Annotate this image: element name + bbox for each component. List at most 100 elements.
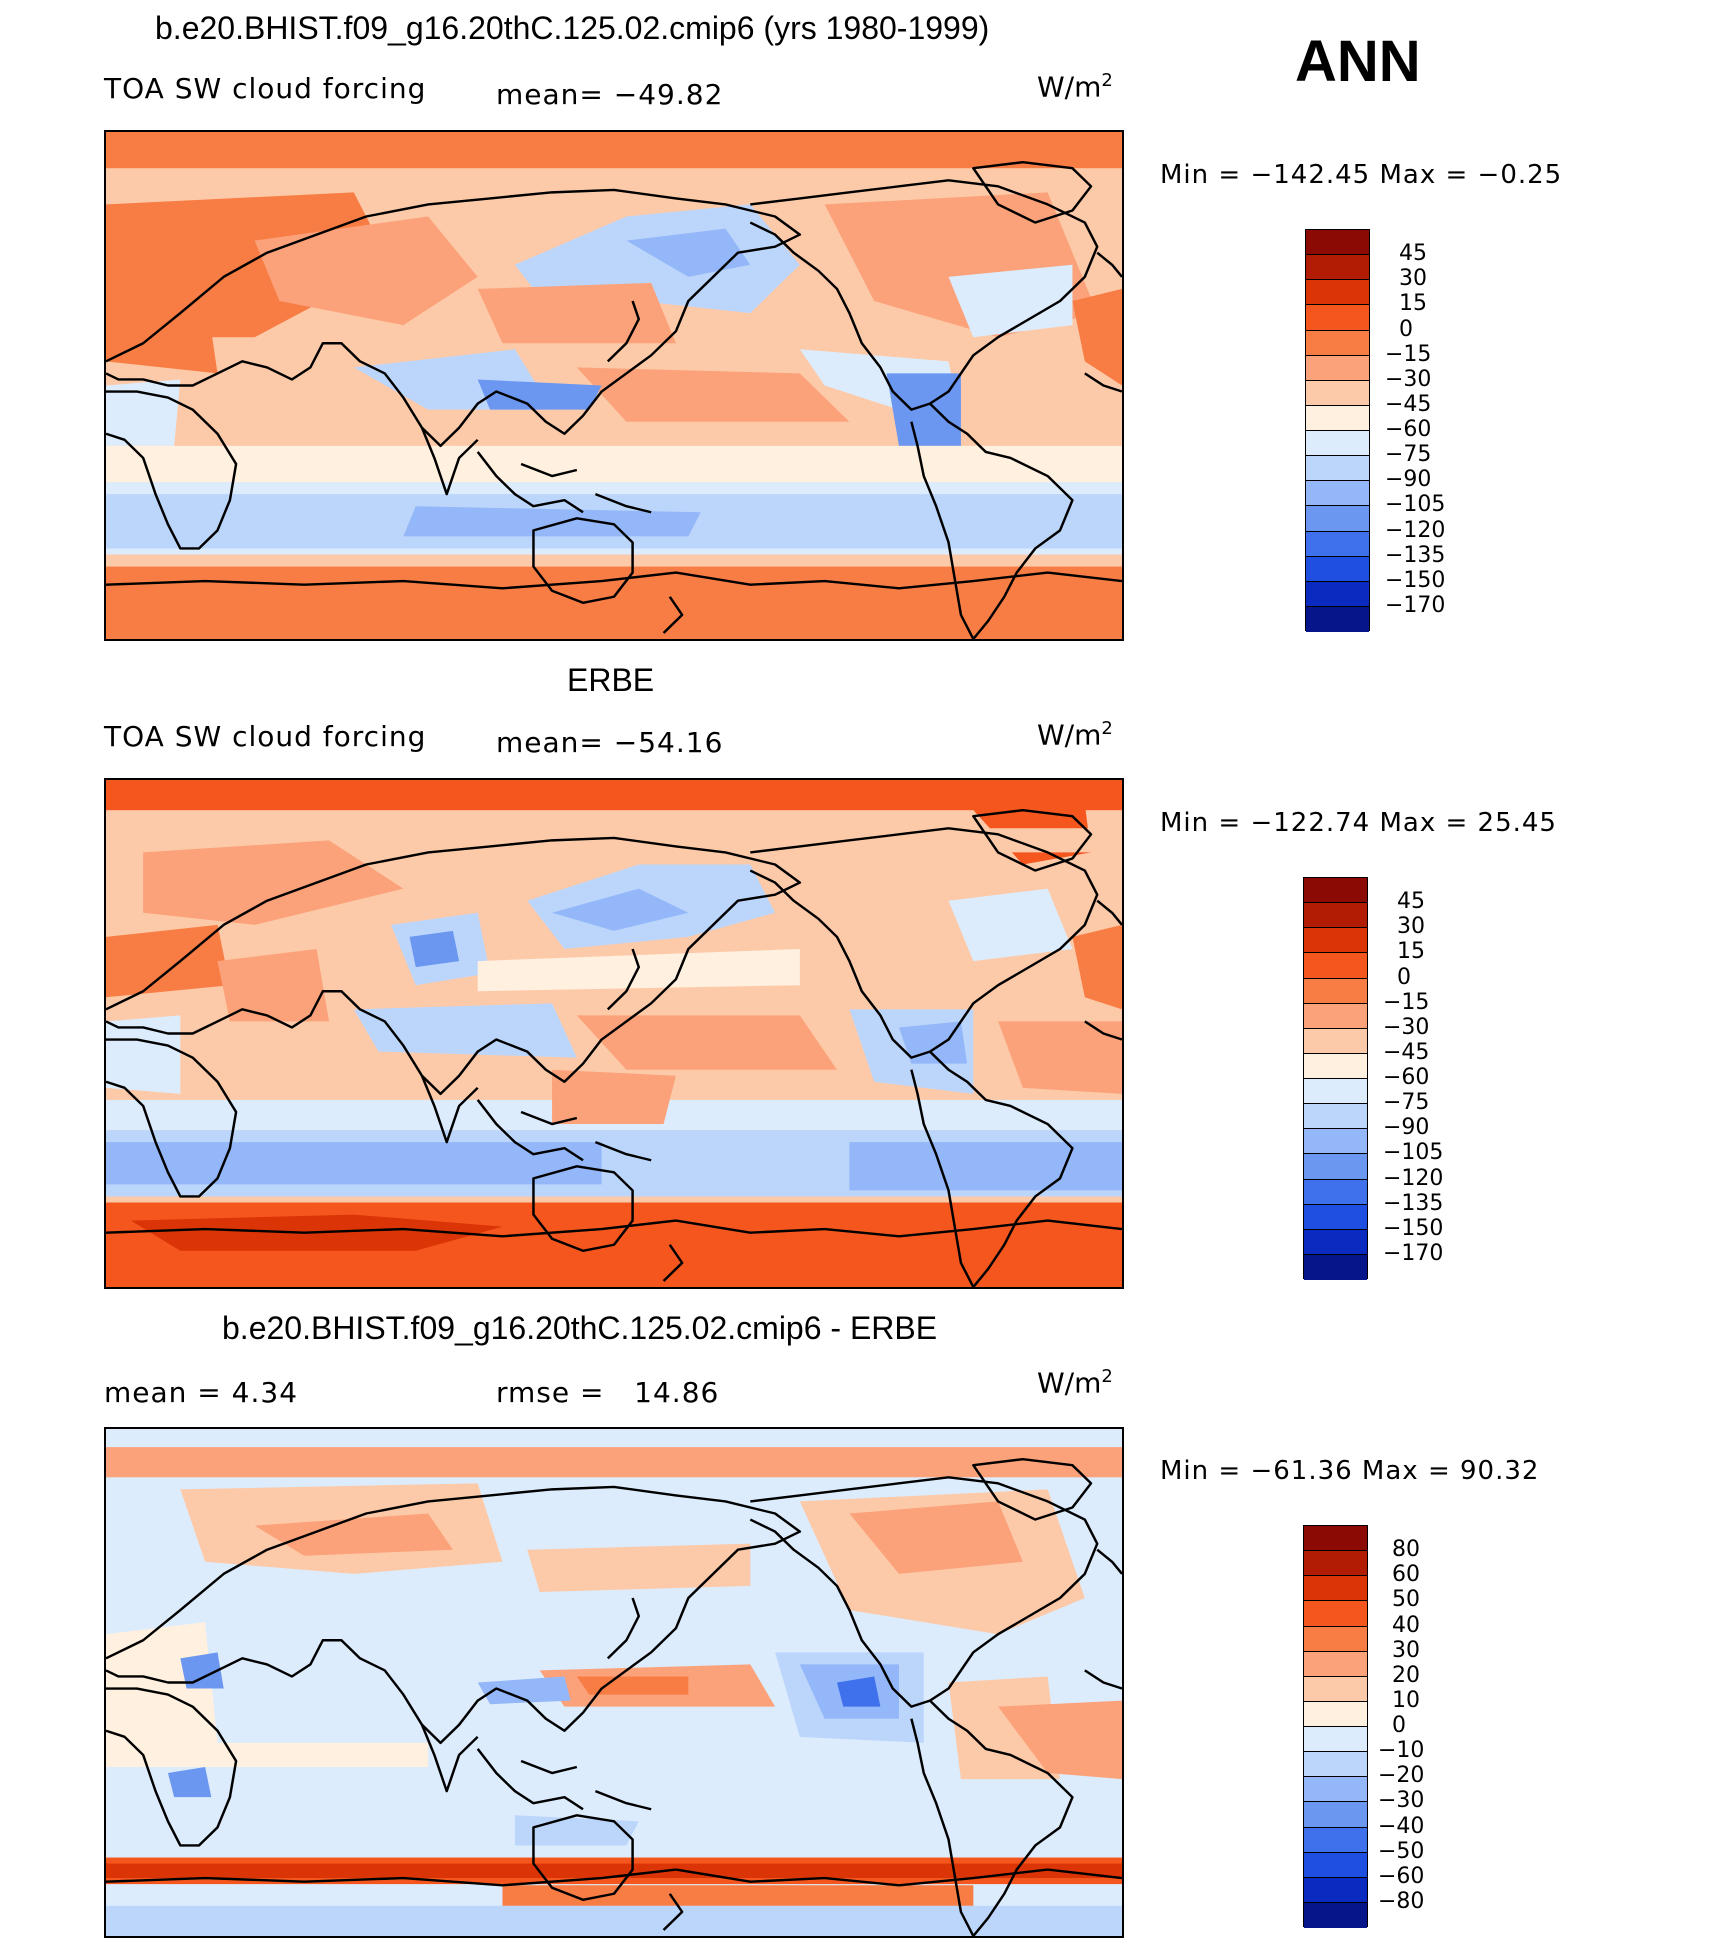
colorbar-swatch (1304, 953, 1367, 979)
colorbar-tick-label: −135 (1385, 542, 1446, 568)
colorbar-swatch (1306, 481, 1369, 507)
panel-2-left-label: TOA SW cloud forcing (104, 720, 427, 753)
colorbar-swatch (1304, 1601, 1367, 1627)
colorbar-swatch (1304, 1204, 1367, 1230)
colorbar-tick-label: −120 (1383, 1165, 1444, 1191)
colorbar-swatch (1304, 1626, 1367, 1652)
panel-3-map-field (106, 1429, 1122, 1936)
colorbar-tick-label: −45 (1385, 391, 1432, 417)
colorbar-swatch (1304, 1902, 1367, 1928)
colorbar-tick-label: −30 (1383, 1014, 1430, 1040)
colorbar-tick-label: −50 (1378, 1838, 1425, 1864)
colorbar-tick-label: 10 (1392, 1687, 1420, 1713)
colorbar-swatch (1304, 1079, 1367, 1105)
colorbar-tick-label: −20 (1378, 1763, 1425, 1789)
colorbar-swatch (1304, 1827, 1367, 1853)
colorbar-swatch (1306, 431, 1369, 457)
panel-3-minmax: Min = −61.36 Max = 90.32 (1160, 1456, 1540, 1486)
panel-2-colorbar (1303, 877, 1368, 1280)
colorbar-swatch (1306, 531, 1369, 557)
colorbar-swatch (1304, 1053, 1367, 1079)
panel-2-map-field (106, 780, 1122, 1287)
colorbar-tick-label: −40 (1378, 1813, 1425, 1839)
colorbar-swatch (1304, 928, 1367, 954)
colorbar-swatch (1304, 1576, 1367, 1602)
colorbar-tick-label: −15 (1383, 989, 1430, 1015)
colorbar-swatch (1304, 1676, 1367, 1702)
panel-1-units: W/m2 (1037, 70, 1113, 104)
colorbar-swatch (1306, 506, 1369, 532)
colorbar-swatch (1304, 1179, 1367, 1205)
colorbar-tick-label: 20 (1392, 1662, 1420, 1688)
colorbar-tick-label: 30 (1399, 266, 1427, 292)
panel-1-colorbar-labels: 45 30 15 0 −15 −30 −45 −60 −75 −90 −105 −120 −135 −15… (1385, 229, 1485, 631)
panel-1-mean-label: mean= −49.82 (496, 78, 724, 111)
colorbar-swatch (1304, 978, 1367, 1004)
panel-3-colorbar (1303, 1525, 1368, 1928)
colorbar-tick-label: −105 (1383, 1140, 1444, 1166)
colorbar-swatch (1304, 1129, 1367, 1155)
colorbar-swatch (1306, 380, 1369, 406)
panel-2-colorbar-labels: 45 30 15 0 −15 −30 −45 −60 −75 −90 −105 −120 −135 −15… (1383, 877, 1483, 1279)
colorbar-swatch (1304, 1104, 1367, 1130)
panel-2-mean-label: mean= −54.16 (496, 726, 724, 759)
colorbar-swatch (1304, 1254, 1367, 1280)
colorbar-swatch (1306, 255, 1369, 281)
colorbar-tick-label: 15 (1397, 939, 1425, 965)
colorbar-tick-label: −150 (1383, 1215, 1444, 1241)
colorbar-swatch (1304, 1727, 1367, 1753)
colorbar-tick-label: 50 (1392, 1587, 1420, 1613)
colorbar-swatch (1304, 1003, 1367, 1029)
colorbar-tick-label: −105 (1385, 492, 1446, 518)
panel-1-minmax: Min = −142.45 Max = −0.25 (1160, 160, 1563, 190)
panel-1-left-label: TOA SW cloud forcing (104, 72, 427, 105)
colorbar-tick-label: −30 (1385, 366, 1432, 392)
colorbar-tick-label: −75 (1385, 442, 1432, 468)
colorbar-tick-label: −75 (1383, 1090, 1430, 1116)
colorbar-tick-label: −60 (1385, 417, 1432, 442)
panel-3-title: b.e20.BHIST.f09_g16.20thC.125.02.cmip6 -… (222, 1310, 938, 1346)
colorbar-swatch (1304, 1229, 1367, 1255)
colorbar-tick-label: 15 (1399, 291, 1427, 317)
panel-3-units: W/m2 (1037, 1366, 1113, 1400)
colorbar-tick-label: 60 (1392, 1562, 1420, 1588)
colorbar-swatch (1306, 330, 1369, 356)
colorbar-swatch (1304, 1154, 1367, 1180)
colorbar-swatch (1306, 556, 1369, 582)
panel-3-mean-label: mean = 4.34 (104, 1376, 299, 1409)
colorbar-swatch (1304, 1752, 1367, 1778)
colorbar-swatch (1304, 1802, 1367, 1828)
panel-2-minmax: Min = −122.74 Max = 25.45 (1160, 808, 1557, 838)
colorbar-tick-label: −10 (1378, 1738, 1425, 1764)
colorbar-tick-label: −90 (1385, 467, 1432, 493)
colorbar-swatch (1304, 1526, 1367, 1552)
panel-2-title: ERBE (567, 662, 655, 698)
colorbar-swatch (1306, 606, 1369, 632)
colorbar-swatch (1304, 1028, 1367, 1054)
colorbar-swatch (1306, 230, 1369, 256)
colorbar-tick-label: −60 (1383, 1065, 1430, 1090)
colorbar-swatch (1304, 1877, 1367, 1903)
panel-3-map (104, 1427, 1124, 1938)
colorbar-swatch (1304, 1651, 1367, 1677)
colorbar-tick-label: −30 (1378, 1788, 1425, 1814)
colorbar-tick-label: −45 (1383, 1039, 1430, 1065)
colorbar-tick-label: 30 (1392, 1637, 1420, 1663)
colorbar-tick-label: −120 (1385, 517, 1446, 543)
panel-2-units: W/m2 (1037, 718, 1113, 752)
colorbar-tick-label: 0 (1399, 316, 1413, 342)
colorbar-swatch (1306, 305, 1369, 331)
season-label: ANN (1295, 29, 1421, 94)
panel-1-map-field (106, 132, 1122, 639)
colorbar-swatch (1306, 581, 1369, 607)
colorbar-tick-label: −135 (1383, 1190, 1444, 1216)
colorbar-tick-label: 45 (1397, 889, 1425, 915)
colorbar-tick-label: 80 (1392, 1537, 1420, 1563)
colorbar-swatch (1304, 1852, 1367, 1878)
colorbar-tick-label: 30 (1397, 914, 1425, 940)
panel-3-colorbar-labels: 80 60 50 40 30 20 10 0 −10 −20 −30 −40 −50 −60 −80 (1378, 1525, 1488, 1927)
panel-1-colorbar (1305, 229, 1370, 632)
colorbar-tick-label: 45 (1399, 241, 1427, 267)
colorbar-swatch (1306, 405, 1369, 431)
